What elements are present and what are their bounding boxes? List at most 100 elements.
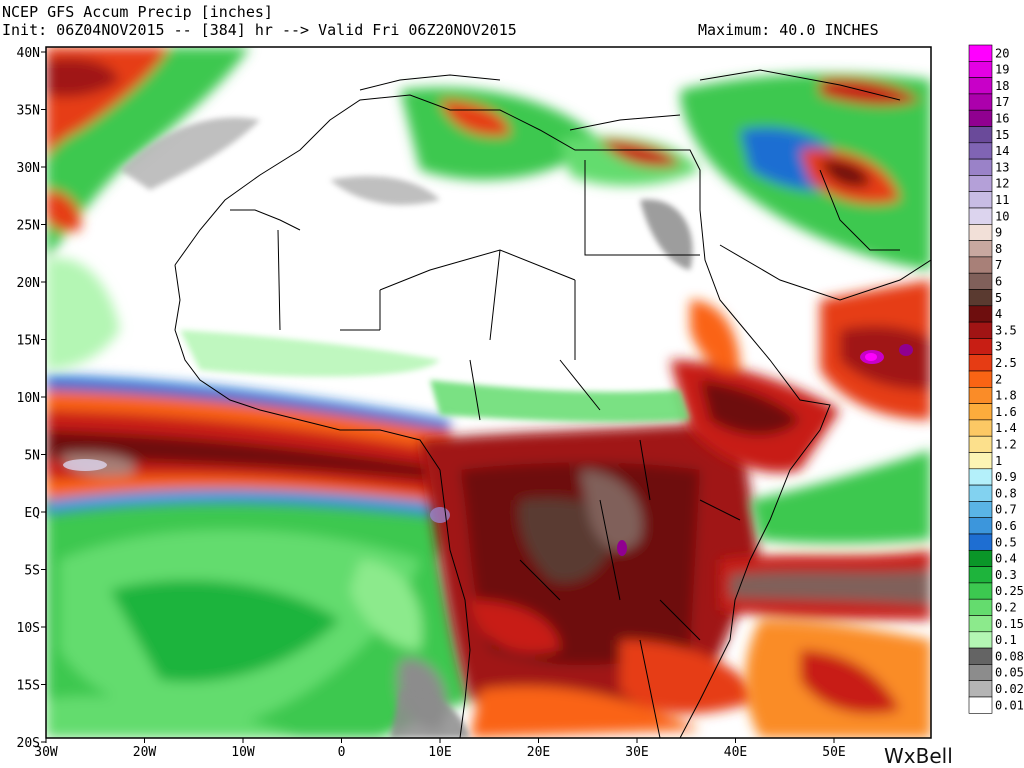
lat-tick-label: 5S (24, 564, 40, 579)
legend-swatch (968, 158, 993, 176)
legend-label: 4 (995, 307, 1002, 321)
legend-swatch (968, 647, 993, 665)
lat-tick-label: 20S (17, 736, 40, 751)
legend-swatch (968, 109, 993, 127)
legend-swatch (968, 452, 993, 470)
legend-swatch (968, 598, 993, 616)
map-frame (45, 46, 932, 739)
legend-label: 7 (995, 258, 1002, 272)
legend-label: 0.8 (995, 486, 1017, 500)
legend-swatch (968, 631, 993, 649)
lon-tick-label: 20W (133, 745, 157, 760)
legend-swatch (968, 680, 993, 698)
legend-label: 1.2 (995, 438, 1017, 452)
lat-tick-label: 15S (17, 679, 40, 694)
lat-tick-label: EQ (24, 506, 40, 521)
legend-swatch (968, 582, 993, 600)
legend-swatch (968, 207, 993, 225)
legend-swatch (968, 126, 993, 144)
legend-label: 0.15 (995, 617, 1024, 631)
legend-label: 0.05 (995, 666, 1024, 680)
legend-swatch (968, 142, 993, 160)
lat-tick-label: 10N (17, 391, 40, 406)
lon-tick-label: 50E (822, 745, 845, 760)
legend-label: 0.3 (995, 568, 1017, 582)
legend-swatch (968, 44, 993, 62)
lon-axis: 30W 20W 10W 0 10E 20E 30E 40E 50E (34, 738, 846, 760)
legend-swatch (968, 696, 993, 714)
legend-label: 8 (995, 242, 1002, 256)
lat-tick-label: 40N (17, 46, 40, 61)
legend-swatch (968, 419, 993, 437)
legend-label: 15 (995, 128, 1009, 142)
legend-swatch (968, 435, 993, 453)
lat-tick-label: 30N (17, 161, 40, 176)
legend-swatch (968, 403, 993, 421)
legend-swatch (968, 175, 993, 192)
legend-swatch (968, 191, 993, 209)
legend-label: 0.7 (995, 503, 1017, 517)
legend-label: 1.8 (995, 389, 1017, 403)
legend-swatch (968, 533, 993, 551)
legend-label: 17 (995, 95, 1009, 109)
legend-swatch (968, 321, 993, 339)
legend-label: 2 (995, 372, 1002, 386)
legend-label: 0.9 (995, 470, 1017, 484)
legend-label: 13 (995, 160, 1009, 174)
lat-tick-label: 20N (17, 276, 40, 291)
legend-label: 20 (995, 46, 1009, 60)
legend-swatch (968, 549, 993, 567)
legend-swatch (968, 224, 993, 241)
legend-label: 1.6 (995, 405, 1017, 419)
legend-label: 0.01 (995, 698, 1024, 712)
init-valid-line: Init: 06Z04NOV2015 -- [384] hr --> Valid… (2, 21, 517, 39)
legend-label: 0.2 (995, 601, 1017, 615)
lat-tick-label: 35N (17, 104, 40, 119)
legend-swatch (968, 484, 993, 502)
legend-swatch (968, 354, 993, 372)
lat-tick-label: 25N (17, 219, 40, 234)
legend-swatch (968, 77, 993, 95)
legend-label: 10 (995, 209, 1009, 223)
legend-label: 3.5 (995, 323, 1017, 337)
legend-label: 14 (995, 144, 1009, 158)
legend-swatch (968, 60, 993, 78)
legend-label: 0.08 (995, 649, 1024, 663)
lon-tick-label: 10W (231, 745, 255, 760)
legend-label: 1.4 (995, 421, 1017, 435)
lon-tick-label: 20E (527, 745, 550, 760)
legend-label: 3 (995, 340, 1002, 354)
legend-swatch (968, 305, 993, 323)
lon-tick-label: 40E (724, 745, 747, 760)
legend-swatch (968, 386, 993, 404)
legend-swatch (968, 664, 993, 682)
legend-label: 11 (995, 193, 1009, 207)
legend-label: 19 (995, 63, 1009, 77)
legend-label: 0.1 (995, 633, 1017, 647)
lon-tick-label: 10E (428, 745, 451, 760)
legend-swatch (968, 289, 993, 307)
legend-swatch (968, 615, 993, 633)
lon-tick-label: 30W (34, 745, 58, 760)
legend-label: 16 (995, 112, 1009, 126)
legend-swatch (968, 370, 993, 388)
legend-label: 0.25 (995, 584, 1024, 598)
legend-swatch (968, 240, 993, 258)
lon-tick-label: 30E (625, 745, 648, 760)
lat-axis: 40N 35N 30N 25N 20N 15N 10N 5N EQ 5S 10S 15S 20S (17, 46, 46, 751)
legend-label: 0.5 (995, 535, 1017, 549)
chart-title: NCEP GFS Accum Precip [inches] (2, 3, 273, 21)
coastlines (174, 69, 931, 738)
map-field (46, 47, 931, 738)
legend-swatch (968, 468, 993, 486)
legend-swatch (968, 338, 993, 355)
lat-tick-label: 10S (17, 621, 40, 636)
legend-label: 12 (995, 177, 1009, 191)
legend-label: 0.02 (995, 682, 1024, 696)
legend-label: 18 (995, 79, 1009, 93)
legend-swatch (968, 517, 993, 535)
legend-label: 6 (995, 275, 1002, 289)
lat-tick-label: 5N (24, 449, 40, 464)
legend-swatch (968, 566, 993, 584)
